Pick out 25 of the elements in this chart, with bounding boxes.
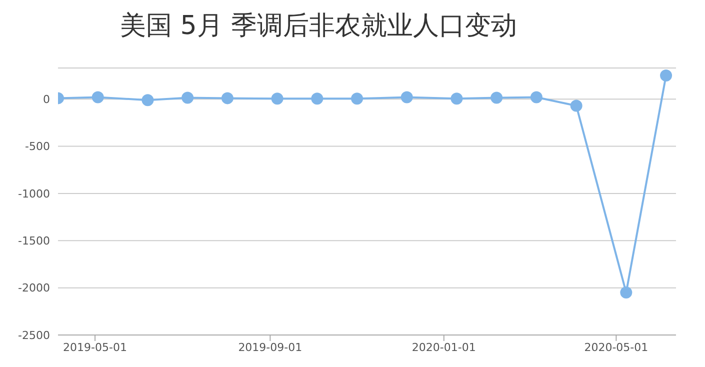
point <box>92 91 104 104</box>
point <box>400 91 413 104</box>
point <box>660 70 672 82</box>
point <box>142 94 154 106</box>
y-tick-label: -2500 <box>18 328 50 342</box>
y-tick-label: -500 <box>25 140 50 154</box>
point <box>490 92 503 104</box>
y-tick-label: -1500 <box>18 234 50 248</box>
y-tick-label: -2000 <box>18 282 50 295</box>
point <box>530 91 542 104</box>
point <box>311 92 324 105</box>
point <box>450 92 463 105</box>
point <box>221 92 234 104</box>
x-tick-label: 2020-05-01 <box>584 340 648 354</box>
y-tick-label: -1000 <box>18 187 50 200</box>
point <box>351 92 364 105</box>
point <box>570 100 582 112</box>
x-tick-label: 2019-09-01 <box>238 340 302 354</box>
point <box>620 286 632 299</box>
point <box>182 92 194 104</box>
chart-title: 美国 5月 季调后非农就业人口变动 <box>120 10 518 43</box>
y-tick-label: 0 <box>43 93 50 106</box>
point <box>271 92 284 105</box>
x-tick-label: 2019-05-01 <box>63 340 127 354</box>
x-tick-label: 2020-01-01 <box>412 340 476 354</box>
